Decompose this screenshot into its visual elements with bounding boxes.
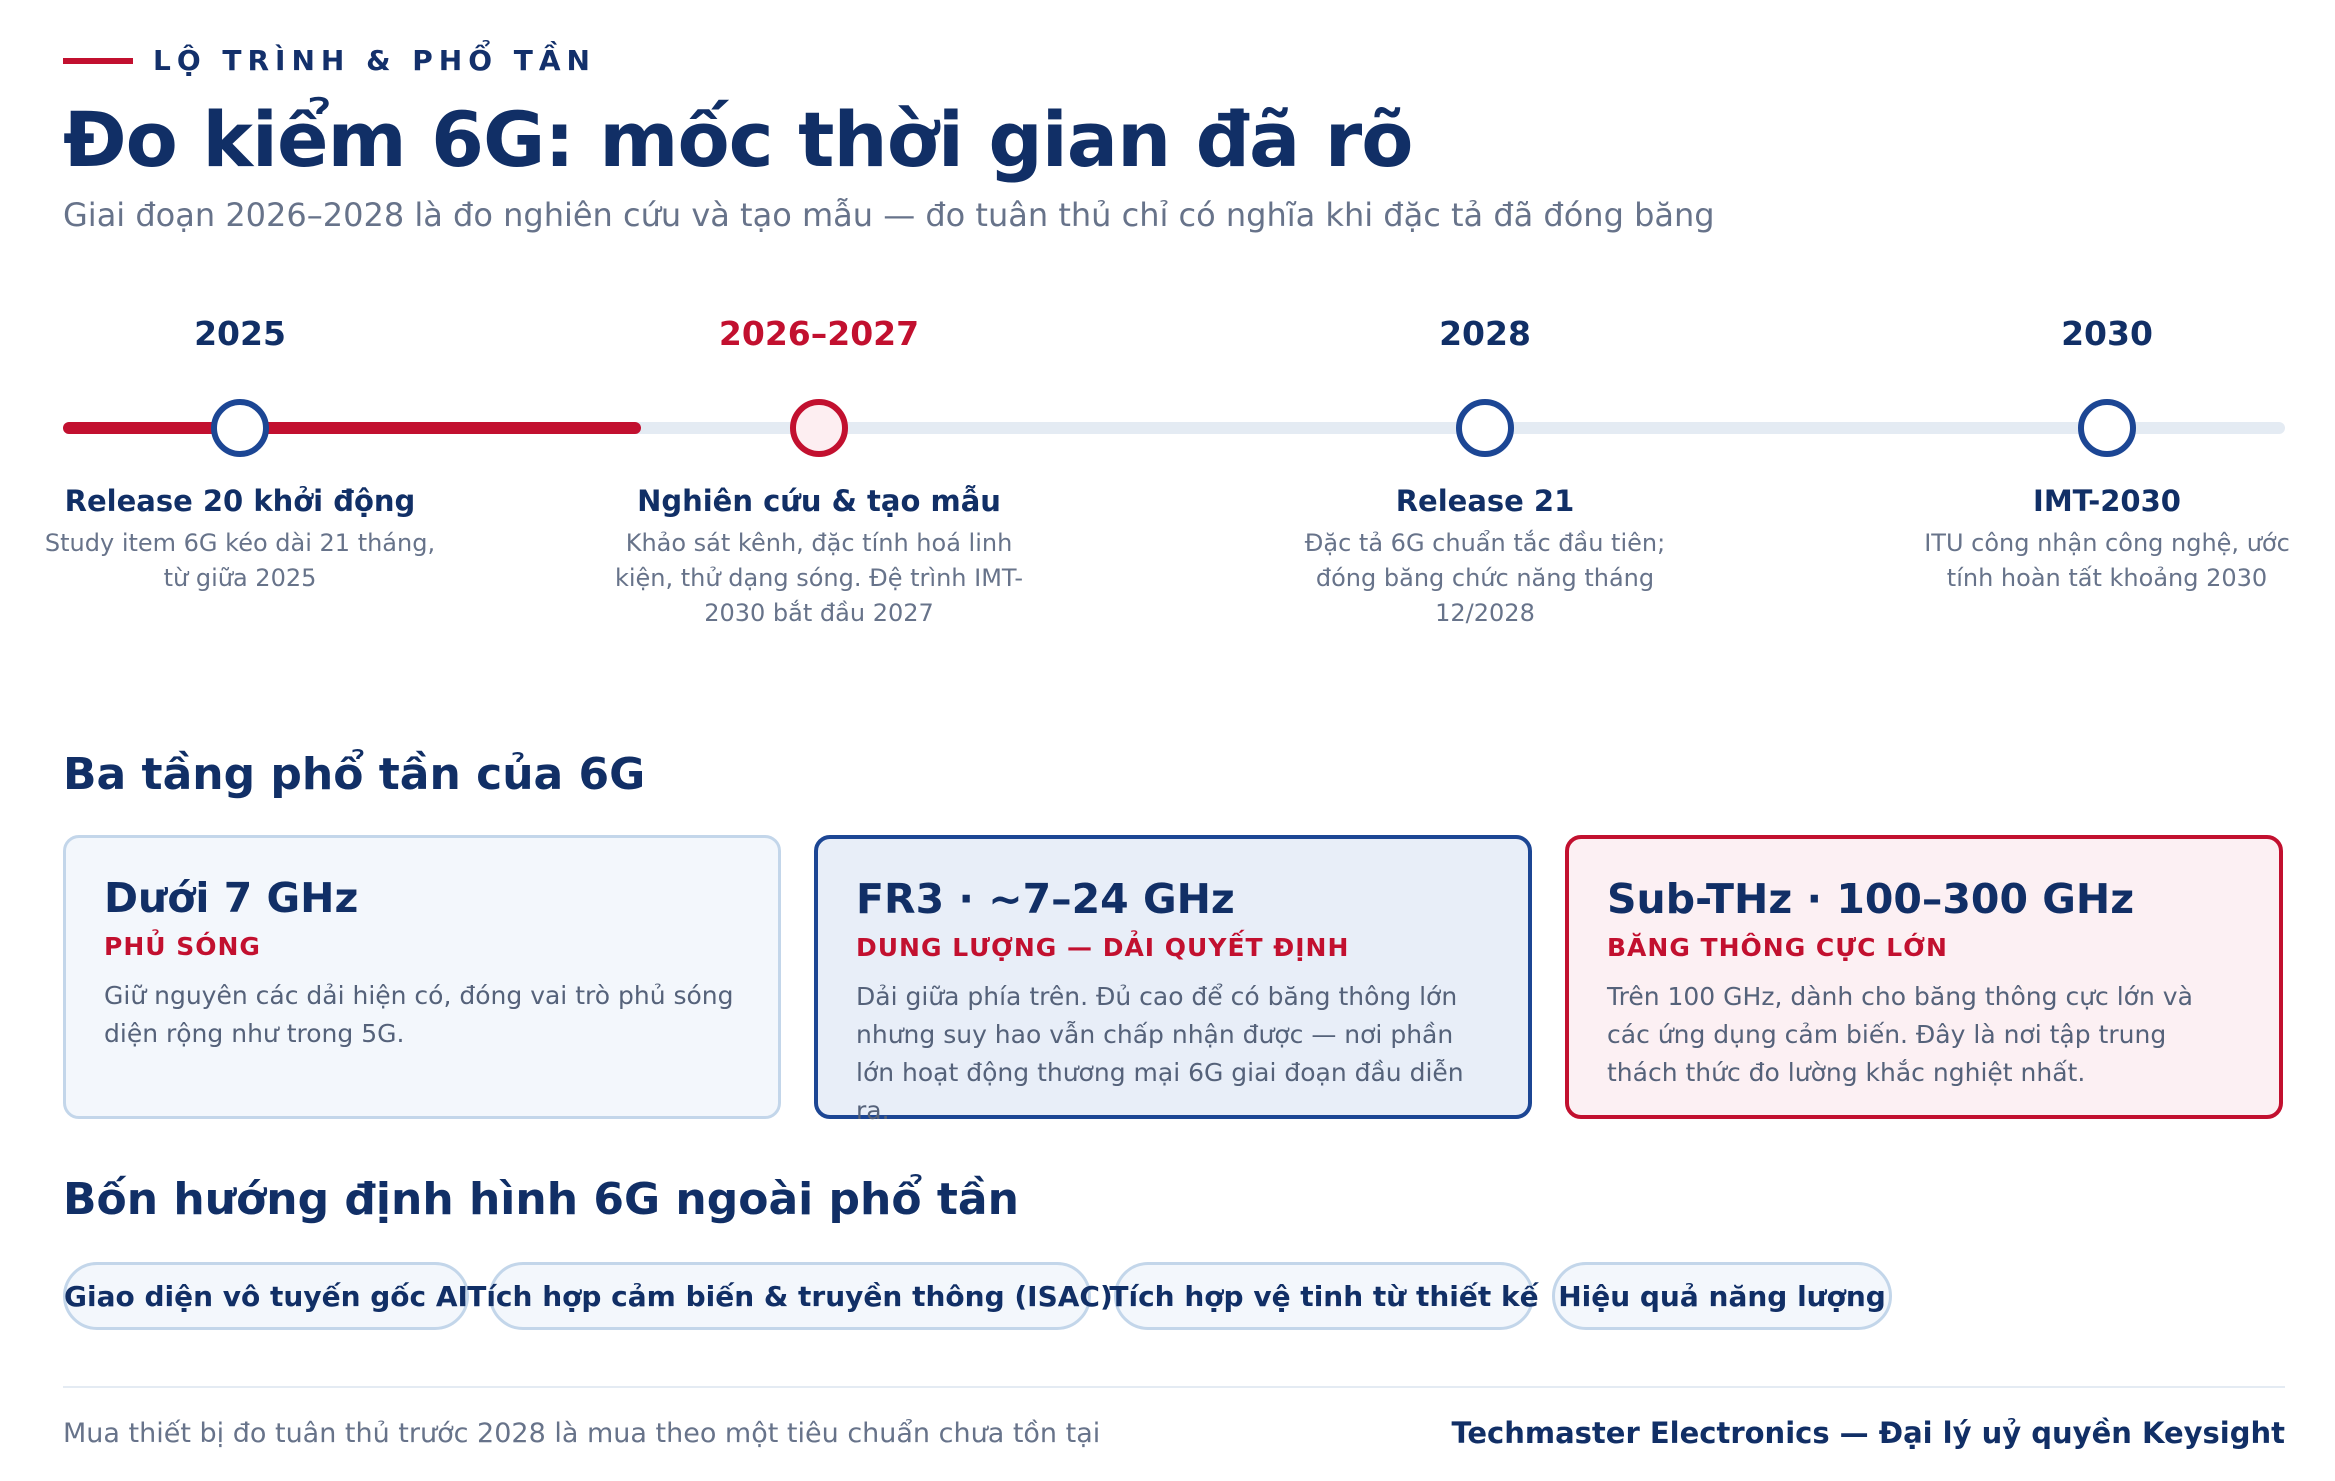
milestone-node-2026-2027 [790, 399, 848, 457]
milestone-year-2028: 2028 [1439, 314, 1531, 353]
milestone-title-2026-2027: Nghiên cứu & tạo mẫu [637, 484, 1001, 518]
milestone-desc-2025: Study item 6G kéo dài 21 tháng, từ giữa … [44, 529, 436, 592]
band-name: Dưới 7 GHz [104, 874, 359, 922]
footer-brand: Techmaster Electronics — Đại lý uỷ quyền… [1451, 1416, 2285, 1450]
page-title: Đo kiểm 6G: mốc thời gian đã rõ [63, 95, 1413, 184]
band-card-sub7: Dưới 7 GHz PHỦ SÓNG Giữ nguyên các dải h… [63, 835, 781, 1119]
direction-pill-satellite: Tích hợp vệ tinh từ thiết kế [1109, 1262, 1539, 1330]
milestone-desc-2026-2027: Khảo sát kênh, đặc tính hoá linh kiện, t… [614, 529, 1024, 627]
page-subtitle: Giai đoạn 2026–2028 là đo nghiên cứu và … [63, 196, 1715, 234]
milestone-title-2028: Release 21 [1395, 484, 1575, 518]
band-desc: Giữ nguyên các dải hiện có, đóng vai trò… [104, 981, 734, 1048]
milestone-desc-2030: ITU công nhận công nghệ, ước tính hoàn t… [1924, 529, 2290, 592]
milestone-desc-2028: Đặc tả 6G chuẩn tắc đầu tiên; đóng băng … [1304, 529, 1666, 627]
milestone-year-2025: 2025 [194, 314, 286, 353]
band-desc: Trên 100 GHz, dành cho băng thông cực lớ… [1607, 982, 2193, 1087]
eyebrow-accent-line [63, 57, 133, 64]
direction-pill-energy: Hiệu quả năng lượng [1552, 1262, 1892, 1330]
band-name: FR3 · ~7–24 GHz [856, 875, 1235, 923]
band-card-fr3: FR3 · ~7–24 GHz DUNG LƯỢNG — DẢI QUYẾT Đ… [814, 835, 1532, 1125]
milestone-year-2030: 2030 [2061, 314, 2153, 353]
band-role: PHỦ SÓNG [104, 932, 261, 961]
band-name: Sub-THz · 100–300 GHz [1607, 875, 2135, 923]
timeline: 2025 Release 20 khởi động Study item 6G … [45, 300, 2290, 640]
milestone-title-2030: IMT-2030 [2033, 484, 2181, 518]
eyebrow: LỘ TRÌNH & PHỔ TẦN [63, 44, 596, 77]
footer-divider [63, 1386, 2285, 1388]
spectrum-heading: Ba tầng phổ tần của 6G [63, 749, 646, 800]
milestone-node-2025 [211, 399, 269, 457]
milestone-node-2030 [2078, 399, 2136, 457]
band-desc: Dải giữa phía trên. Đủ cao để có băng th… [856, 982, 1464, 1125]
direction-pill-isac: Tích hợp cảm biến & truyền thông (ISAC) [467, 1262, 1113, 1330]
direction-pill-ai: Giao diện vô tuyến gốc AI [63, 1262, 469, 1330]
band-role: BĂNG THÔNG CỰC LỚN [1607, 933, 1948, 962]
milestone-year-2026-2027: 2026–2027 [718, 314, 920, 353]
band-card-subthz: Sub-THz · 100–300 GHz BĂNG THÔNG CỰC LỚN… [1565, 835, 2283, 1119]
directions-heading: Bốn hướng định hình 6G ngoài phổ tần [63, 1174, 1019, 1225]
milestone-node-2028 [1456, 399, 1514, 457]
milestone-title-2025: Release 20 khởi động [64, 484, 416, 518]
timeline-progress [63, 422, 641, 434]
eyebrow-text: LỘ TRÌNH & PHỔ TẦN [153, 44, 596, 77]
footer-note: Mua thiết bị đo tuân thủ trước 2028 là m… [63, 1418, 1101, 1449]
band-role: DUNG LƯỢNG — DẢI QUYẾT ĐỊNH [856, 933, 1350, 962]
